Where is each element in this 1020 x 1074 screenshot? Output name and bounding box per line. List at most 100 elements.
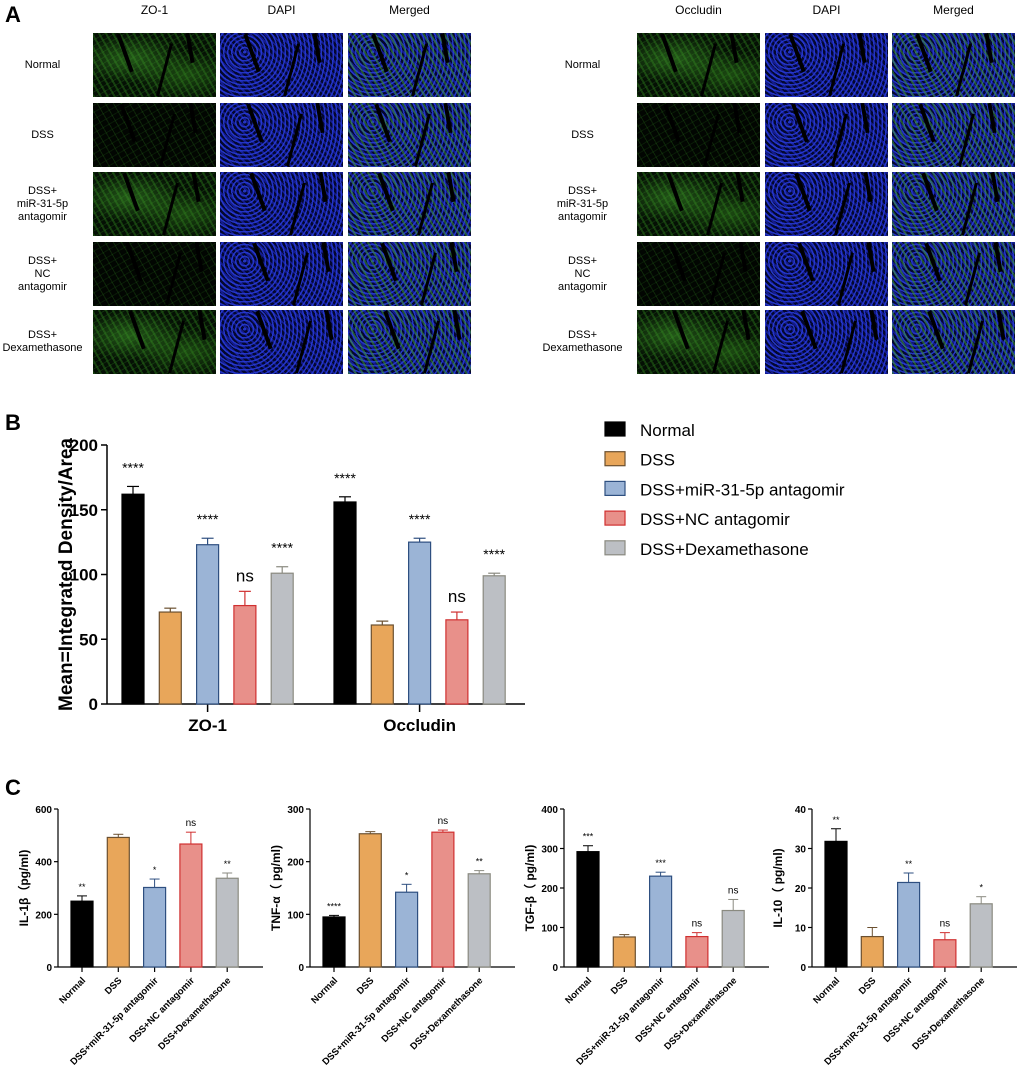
y-tick-label: 200 [541,884,558,895]
y-tick-label: 0 [800,963,806,974]
y-tick-label: 50 [79,630,98,649]
bar-dss-nc-antagomir-zo-1 [233,604,257,705]
x-tick-label: DSS+NC antagomir [881,975,951,1045]
column-header-dapi: DAPI [812,3,841,17]
dapi-stain-image [220,310,343,374]
bar-dss-dexamethasone-occludin [482,575,506,705]
y-tick-label: 20 [795,884,807,895]
legend-label: DSS [640,451,675,470]
legend-label: DSS+Dexamethasone [640,540,809,559]
tight-junction-stain-image [637,103,760,167]
y-tick-label: 200 [70,436,98,455]
tight-junction-stain-image [637,310,760,374]
column-header-occludin: Occludin [675,3,722,17]
merged-stain-image [892,242,1015,306]
x-tick-label: DSS+NC antagomir [379,975,449,1045]
significance-label: ns [448,587,466,606]
y-tick-label: 0 [298,963,304,974]
y-axis-label: TGF-β（ pg/ml) [522,845,537,932]
row-label: DSS+ miR-31-5p antagomir [556,184,609,223]
x-tick-label: DSS [355,975,377,997]
merged-stain-image [892,33,1015,97]
bar-dss-nc-antagomir [179,843,203,968]
tight-junction-stain-image [93,242,216,306]
significance-label: **** [334,470,356,486]
significance-label: * [153,865,157,875]
significance-label: ** [78,882,86,892]
x-tick-label: Normal [309,975,340,1006]
bar-dss-mir-31-5p-antagomir [648,875,673,968]
bar-normal-occludin [333,501,357,705]
tight-junction-stain-image [93,33,216,97]
bar-normal [322,916,346,968]
bar-dss-occludin [370,624,394,705]
legend-swatch-dss [604,451,626,467]
bar-dss-dexamethasone [215,877,239,968]
dapi-stain-image [765,172,888,236]
merged-stain-image [348,172,471,236]
column-header-merged: Merged [933,3,974,17]
column-header-merged: Merged [389,3,430,17]
y-axis-label: IL-10（ pg/ml) [770,848,785,927]
y-axis-label: IL-1β（pg/ml) [16,850,31,927]
bar-dss [106,836,130,968]
tight-junction-stain-image [93,172,216,236]
y-tick-label: 150 [70,501,98,520]
column-header-dapi: DAPI [267,3,296,17]
legend-swatch-dss-dexamethasone [604,540,626,556]
significance-label: **** [409,511,431,527]
merged-stain-image [892,310,1015,374]
row-label: Normal [564,58,601,71]
bar-dss-nc-antagomir-occludin [445,619,469,705]
merged-stain-image [348,310,471,374]
significance-label: ns [940,919,951,930]
row-label: DSS+ NC antagomir [18,254,67,293]
significance-label: *** [583,832,594,842]
bar-dss-dexamethasone [467,873,491,968]
column-header-zo-1: ZO-1 [140,3,169,17]
merged-stain-image [892,103,1015,167]
dapi-stain-image [220,103,343,167]
x-tick-label: DSS+NC antagomir [127,975,197,1045]
y-tick-label: 0 [89,695,98,714]
y-tick-label: 100 [287,910,304,921]
row-label: DSS [571,128,594,141]
bar-dss [860,935,884,968]
legend-swatch-dss-mir-31-5p-antagomir [604,480,626,496]
x-tick-label: Normal [563,975,594,1006]
merged-stain-image [348,33,471,97]
legend-label: DSS+miR-31-5p antagomir [640,480,845,499]
significance-label: ** [476,857,484,867]
x-tick-label: DSS+Dexamethasone [156,975,233,1052]
x-tick-label: Normal [57,975,88,1006]
bar-dss [612,936,636,968]
dapi-stain-image [220,172,343,236]
row-label: DSS+ Dexamethasone [2,329,83,354]
y-tick-label: 300 [541,845,558,856]
y-tick-label: 200 [35,910,52,921]
bar-normal [70,900,94,968]
x-tick-label: DSS+Dexamethasone [408,975,485,1052]
y-tick-label: 30 [795,845,807,856]
bar-dss-mir-31-5p-antagomir [143,886,167,968]
bar-dss-zo-1 [158,611,182,705]
significance-label: ns [236,566,254,585]
panel-label-b: B [5,410,21,435]
x-tick-label: DSS [609,975,631,997]
x-tick-label: ZO-1 [188,716,227,735]
dapi-stain-image [220,242,343,306]
y-tick-label: 300 [287,805,304,816]
bar-dss-mir-31-5p-antagomir [896,881,921,968]
bar-dss-nc-antagomir [685,935,709,968]
y-axis-label: Mean=Integrated Density/Area [56,438,77,711]
dapi-stain-image [765,33,888,97]
bar-dss-dexamethasone-zo-1 [270,572,294,705]
significance-label: ns [728,885,739,896]
bar-normal [824,840,848,968]
row-label: DSS+ miR-31-5p antagomir [16,184,69,223]
y-tick-label: 0 [46,963,52,974]
y-tick-label: 0 [552,963,558,974]
dapi-stain-image [220,33,343,97]
